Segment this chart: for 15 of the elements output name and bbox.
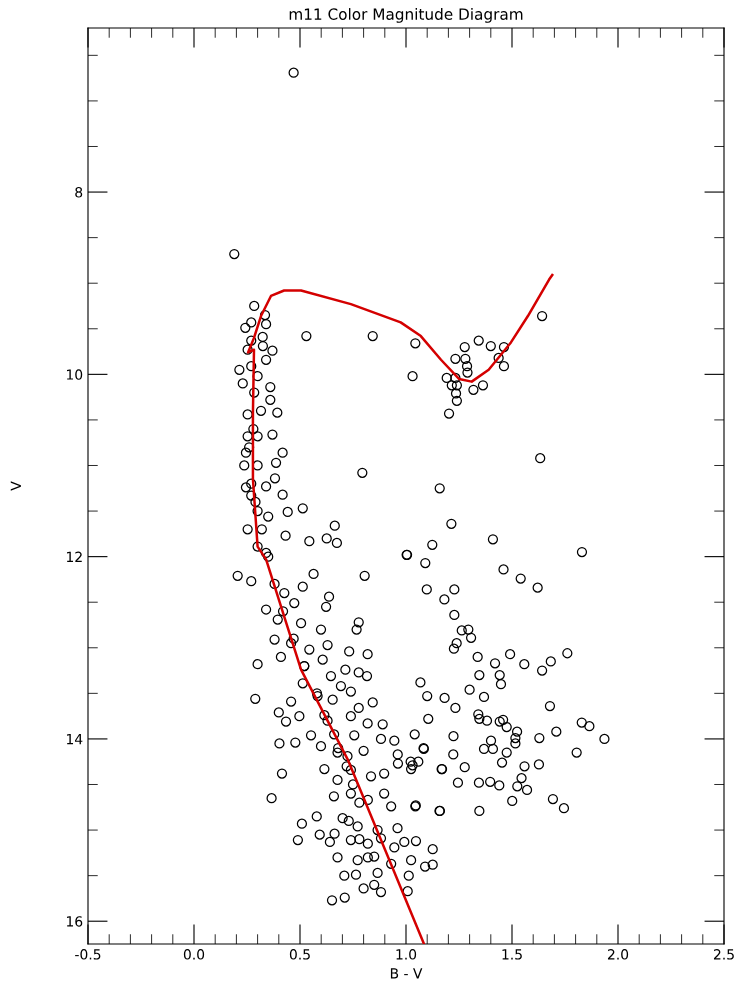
x-tick-label: 0.0 <box>183 949 205 960</box>
y-tick-label: 8 <box>75 187 83 198</box>
x-axis-title: B - V <box>390 968 423 979</box>
x-tick-label: 2.5 <box>713 949 734 960</box>
x-tick-label: -0.5 <box>75 949 101 960</box>
y-axis-title: V <box>10 481 21 491</box>
y-tick-label: 16 <box>66 916 83 927</box>
y-tick-label: 12 <box>66 551 82 562</box>
x-tick-label: 0.5 <box>289 949 310 960</box>
x-tick-label: 1.5 <box>502 949 522 960</box>
y-tick-label: 14 <box>66 734 83 745</box>
x-tick-label: 1.0 <box>396 949 417 960</box>
chart-title: m11 Color Magnitude Diagram <box>289 8 523 23</box>
x-tick-label: 2.0 <box>607 949 629 960</box>
y-tick-label: 10 <box>66 369 83 380</box>
